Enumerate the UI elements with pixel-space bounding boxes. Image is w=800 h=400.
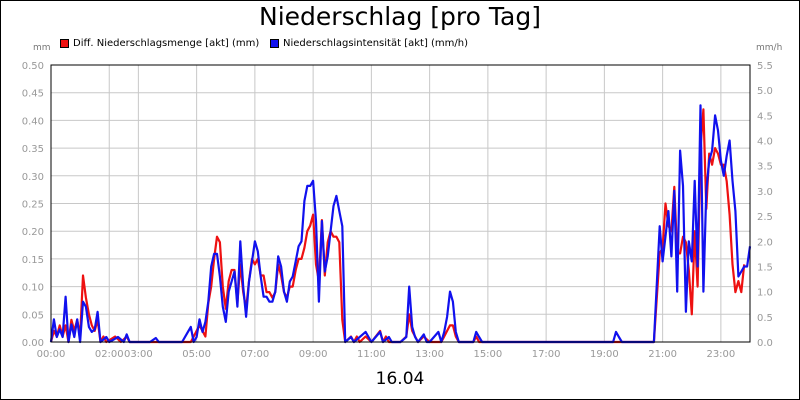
y-left-tick-label: 0.50 bbox=[22, 61, 44, 72]
x-tick-label: 19:00 bbox=[590, 349, 619, 360]
y-left-tick-label: 0.05 bbox=[22, 310, 44, 321]
x-tick-label: 03:00 bbox=[124, 349, 153, 360]
legend-item-niederschlagsmenge: Diff. Niederschlagsmenge [akt] (mm) bbox=[60, 38, 259, 49]
legend-label-niederschlagsmenge: Diff. Niederschlagsmenge [akt] (mm) bbox=[73, 38, 260, 49]
x-tick-label: 13:00 bbox=[415, 349, 444, 360]
x-tick-label: 00:00 bbox=[37, 349, 66, 360]
y-right-tick-label: 1.5 bbox=[757, 262, 773, 273]
x-tick-label: 11:00 bbox=[357, 349, 386, 360]
x-tick-label: 05:00 bbox=[182, 349, 211, 360]
x-tick-label: 15:00 bbox=[473, 349, 502, 360]
y-right-tick-label: 2.5 bbox=[757, 212, 773, 223]
y-left-tick-label: 0.25 bbox=[22, 200, 44, 211]
y-right-tick-label: 0.5 bbox=[757, 313, 773, 324]
x-tick-label: 21:00 bbox=[648, 349, 677, 360]
x-tick-label: 17:00 bbox=[532, 349, 561, 360]
legend-item-intensitaet: Niederschlagsintensität [akt] (mm/h) bbox=[270, 38, 468, 49]
x-tick-label: 09:00 bbox=[299, 349, 328, 360]
y-left-tick-label: 0.45 bbox=[22, 89, 44, 100]
plot-border bbox=[50, 64, 751, 343]
y-right-tick-label: 5.5 bbox=[757, 61, 773, 72]
y-right-tick-label: 4.0 bbox=[757, 137, 773, 148]
y-left-tick-label: 0.15 bbox=[22, 255, 44, 266]
left-axis-unit: mm bbox=[33, 43, 51, 53]
chart-title: Niederschlag [pro Tag] bbox=[259, 2, 541, 31]
x-tick-label: 23:00 bbox=[706, 349, 735, 360]
x-axis-date-label: 16.04 bbox=[375, 369, 425, 389]
legend-label-intensitaet: Niederschlagsintensität [akt] (mm/h) bbox=[283, 38, 469, 49]
y-left-tick-label: 0.30 bbox=[22, 172, 44, 183]
y-left-tick-label: 0.10 bbox=[22, 283, 44, 294]
y-left-tick-label: 0.00 bbox=[22, 338, 44, 349]
legend-swatch-blue bbox=[270, 39, 279, 48]
y-right-tick-label: 0.0 bbox=[757, 338, 773, 349]
y-right-tick-label: 1.0 bbox=[757, 288, 773, 299]
y-right-tick-label: 3.0 bbox=[757, 187, 773, 198]
y-left-tick-label: 0.40 bbox=[22, 116, 44, 127]
y-right-tick-label: 4.5 bbox=[757, 111, 773, 122]
y-right-tick-label: 5.0 bbox=[757, 86, 773, 97]
right-axis-unit: mm/h bbox=[756, 43, 783, 53]
y-right-tick-label: 2.0 bbox=[757, 237, 773, 248]
x-tick-label: 02:00 bbox=[95, 349, 124, 360]
series-line-intensitaet bbox=[49, 104, 752, 344]
y-left-tick-label: 0.35 bbox=[22, 144, 44, 155]
y-right-tick-label: 3.5 bbox=[757, 162, 773, 173]
x-tick-label: 07:00 bbox=[240, 349, 269, 360]
y-left-tick-label: 0.20 bbox=[22, 227, 44, 238]
legend-swatch-red bbox=[60, 39, 69, 48]
